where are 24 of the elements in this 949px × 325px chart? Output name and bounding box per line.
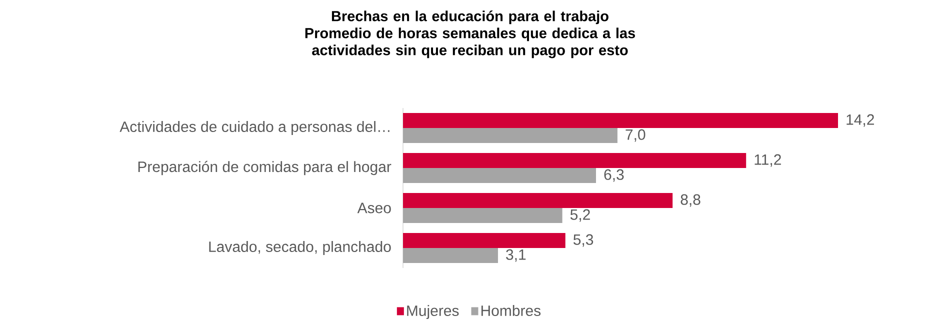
bar — [403, 208, 562, 223]
bar — [403, 193, 673, 208]
bar — [403, 168, 596, 183]
bar — [403, 248, 498, 263]
data-label: 5,3 — [573, 234, 594, 247]
bar — [403, 113, 838, 128]
data-label: 7,0 — [626, 129, 646, 142]
chart-title: Brechas en la educación para el trabajo — [332, 10, 608, 24]
data-label: 8,8 — [680, 194, 700, 207]
data-label: 3,1 — [506, 249, 526, 262]
y-tick-label: Preparación de comidas para el hogar — [138, 160, 392, 176]
y-tick-label: Lavado, secado, planchado — [209, 241, 391, 255]
legend-label: Mujeres — [407, 305, 459, 319]
chart-subtitle: Promedio de horas semanales que dedica a las actividades sin que reciban un pago por esto — [305, 28, 635, 58]
data-label: 5,2 — [570, 209, 590, 222]
data-label: 6,3 — [604, 169, 624, 182]
bar — [403, 153, 746, 168]
bar — [403, 233, 566, 248]
y-tick-label: Actividades de cuidado a personas del… — [120, 121, 390, 135]
bar — [403, 128, 618, 144]
data-label: 11,2 — [754, 154, 781, 167]
legend-label: Hombres — [481, 305, 541, 316]
data-label: 14,2 — [846, 114, 874, 127]
y-tick-label: Aseo — [357, 202, 391, 214]
